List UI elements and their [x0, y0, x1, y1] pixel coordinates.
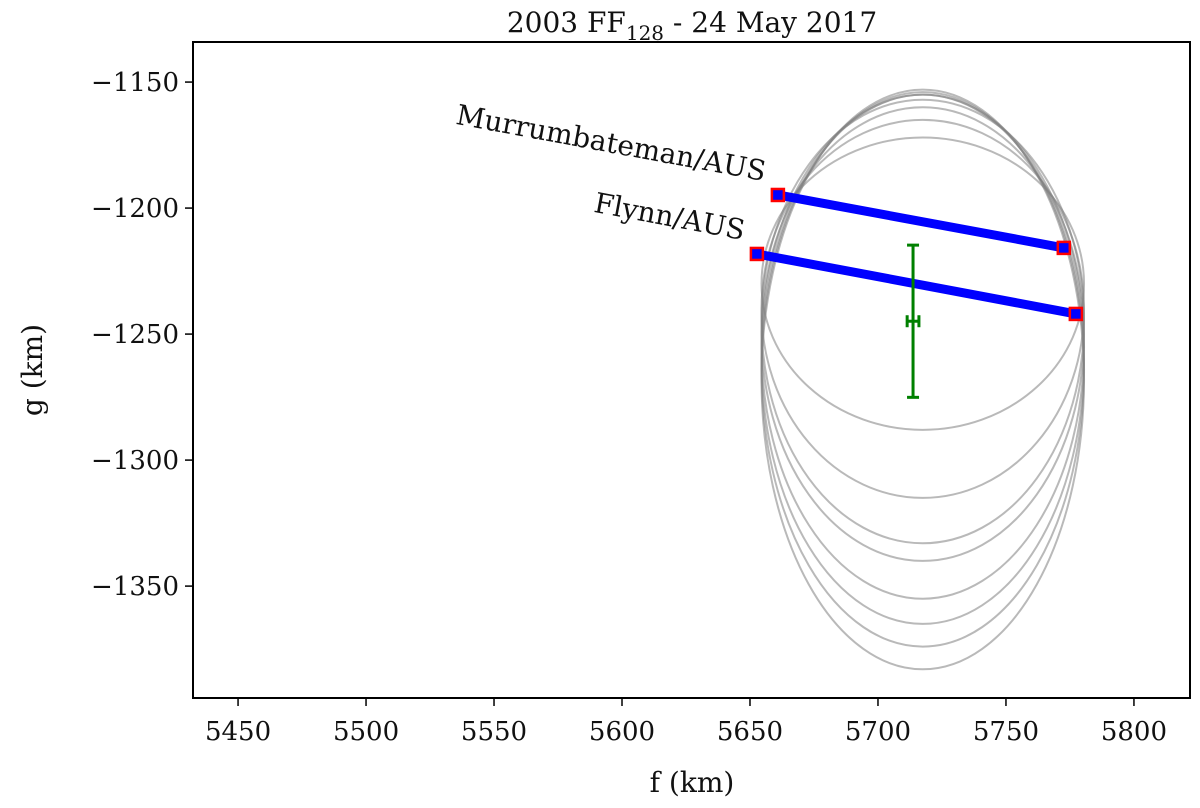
- chord-end: [1056, 240, 1072, 256]
- fit-ellipse: [760, 91, 1086, 648]
- chord-end: [1068, 306, 1084, 322]
- x-tick-label: 5600: [589, 717, 655, 747]
- y-tick-label: −1300: [91, 446, 179, 476]
- chart-title: 2003 FF128 - 24 May 2017: [507, 6, 877, 45]
- fit-ellipse: [760, 136, 1086, 431]
- x-tick-label: 5550: [461, 717, 527, 747]
- x-tick-label: 5700: [845, 717, 911, 747]
- y-tick-label: −1250: [91, 320, 179, 350]
- chord-label: Flynn/AUS: [592, 186, 748, 247]
- x-axis-label: f (km): [650, 766, 735, 799]
- chord: [777, 190, 1065, 253]
- chord-end: [770, 187, 786, 203]
- chord: [756, 249, 1077, 319]
- title-text: 2003 FF: [507, 6, 626, 39]
- chord-end: [749, 246, 765, 262]
- y-tick-label: −1200: [91, 194, 179, 224]
- y-axis-label: g (km): [16, 324, 49, 416]
- x-tick-label: 5450: [205, 717, 271, 747]
- y-tick-label: −1350: [91, 572, 179, 602]
- chord-label: Murrumbateman/AUS: [454, 98, 769, 188]
- x-tick-label: 5800: [1101, 717, 1167, 747]
- x-tick-label: 5500: [333, 717, 399, 747]
- title-subscript: 128: [626, 21, 664, 45]
- title-rest: - 24 May 2017: [664, 6, 877, 39]
- x-tick-label: 5750: [973, 717, 1039, 747]
- plot-frame: [192, 41, 1191, 699]
- x-tick-label: 5650: [717, 717, 783, 747]
- y-tick-label: −1150: [91, 68, 179, 98]
- fit-ellipse: [760, 88, 1086, 671]
